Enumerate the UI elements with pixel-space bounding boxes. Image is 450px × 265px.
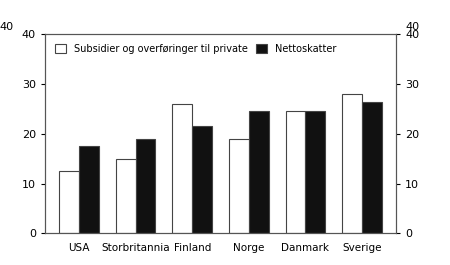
Text: 40: 40 bbox=[0, 22, 14, 32]
Bar bbox=[342, 94, 362, 233]
Legend: Subsidier og overføringer til private, Nettoskatter: Subsidier og overføringer til private, N… bbox=[50, 39, 342, 59]
Bar bbox=[172, 104, 192, 233]
Bar bbox=[59, 171, 79, 233]
Text: 40: 40 bbox=[405, 22, 419, 32]
Bar bbox=[135, 139, 155, 233]
Bar bbox=[249, 112, 269, 233]
Bar bbox=[192, 126, 212, 233]
Bar bbox=[286, 112, 306, 233]
Bar bbox=[79, 146, 99, 233]
Bar bbox=[116, 159, 135, 233]
Bar bbox=[362, 101, 382, 233]
Bar bbox=[306, 112, 325, 233]
Bar bbox=[229, 139, 249, 233]
